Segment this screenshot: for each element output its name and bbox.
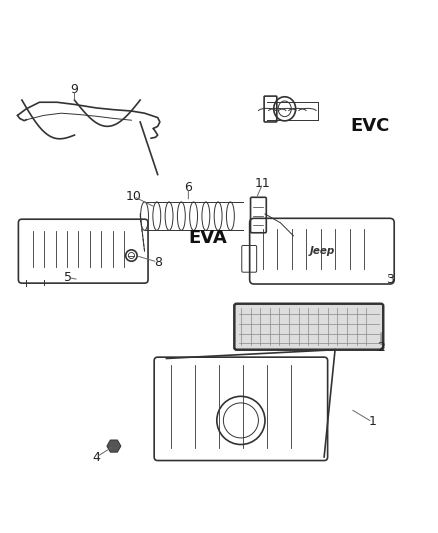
Text: EVC: EVC (350, 117, 390, 135)
Text: 4: 4 (92, 450, 100, 464)
Text: 2: 2 (377, 341, 385, 354)
Text: 8: 8 (154, 256, 162, 269)
Text: 5: 5 (64, 271, 72, 284)
Text: 9: 9 (71, 83, 78, 95)
Polygon shape (107, 440, 121, 452)
Text: 11: 11 (255, 177, 271, 190)
Text: 10: 10 (126, 190, 141, 203)
FancyBboxPatch shape (234, 304, 383, 350)
Text: Jeep: Jeep (309, 246, 335, 256)
Text: 3: 3 (386, 273, 394, 286)
Text: 6: 6 (184, 181, 192, 194)
Text: 1: 1 (368, 416, 376, 429)
Text: EVA: EVA (188, 229, 227, 247)
